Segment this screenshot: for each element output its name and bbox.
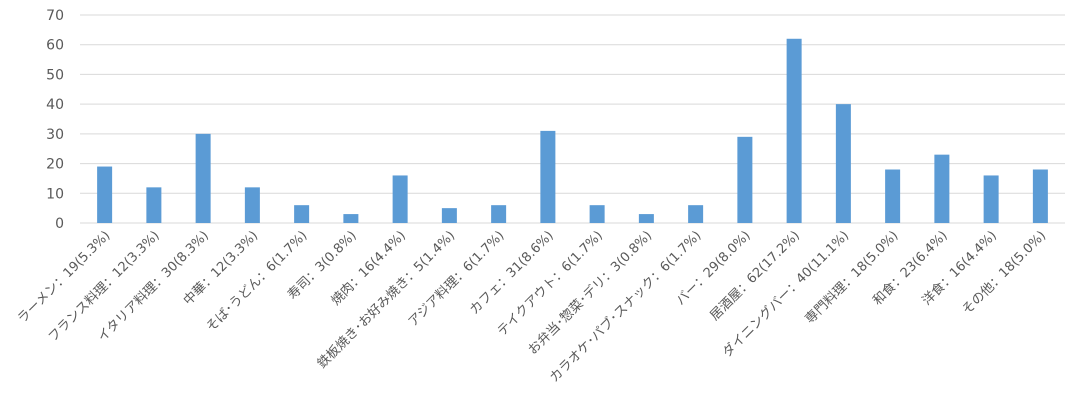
- bar: [491, 205, 507, 223]
- bar: [343, 214, 359, 223]
- bar: [1032, 169, 1048, 223]
- x-tick-label: 専門料理：18(5.0%): [803, 228, 902, 327]
- bar: [786, 38, 802, 224]
- bar: [195, 133, 211, 223]
- bar: [392, 175, 408, 223]
- y-tick-label: 10: [46, 186, 64, 202]
- bar: [589, 205, 605, 223]
- bar: [934, 154, 950, 223]
- bar: [146, 187, 162, 223]
- bar: [737, 136, 753, 223]
- y-tick-label: 60: [46, 38, 64, 54]
- bar: [441, 208, 457, 223]
- bar: [885, 169, 901, 223]
- y-tick-label: 30: [46, 127, 64, 143]
- y-tick-label: 20: [46, 157, 64, 173]
- bar: [294, 205, 310, 223]
- y-tick-label: 0: [55, 216, 64, 232]
- bar: [835, 104, 851, 223]
- y-tick-label: 40: [46, 97, 64, 113]
- x-tick-label: その他：18(5.0%): [960, 228, 1050, 318]
- x-tick-label: ラーメン：19(5.3%): [15, 228, 113, 326]
- bar: [688, 205, 704, 223]
- x-tick-label: 居酒屋：62(17.2%): [708, 228, 803, 323]
- bar: [244, 187, 260, 223]
- y-tick-label: 70: [46, 8, 64, 24]
- y-tick-label: 50: [46, 67, 64, 83]
- bar: [97, 166, 113, 223]
- bar: [540, 130, 556, 223]
- bar: [983, 175, 999, 223]
- bar: [638, 214, 654, 223]
- x-tick-label: カフェ：31(8.6%): [467, 228, 557, 318]
- x-tick-label: アジア料理：6(1.7%): [406, 228, 508, 330]
